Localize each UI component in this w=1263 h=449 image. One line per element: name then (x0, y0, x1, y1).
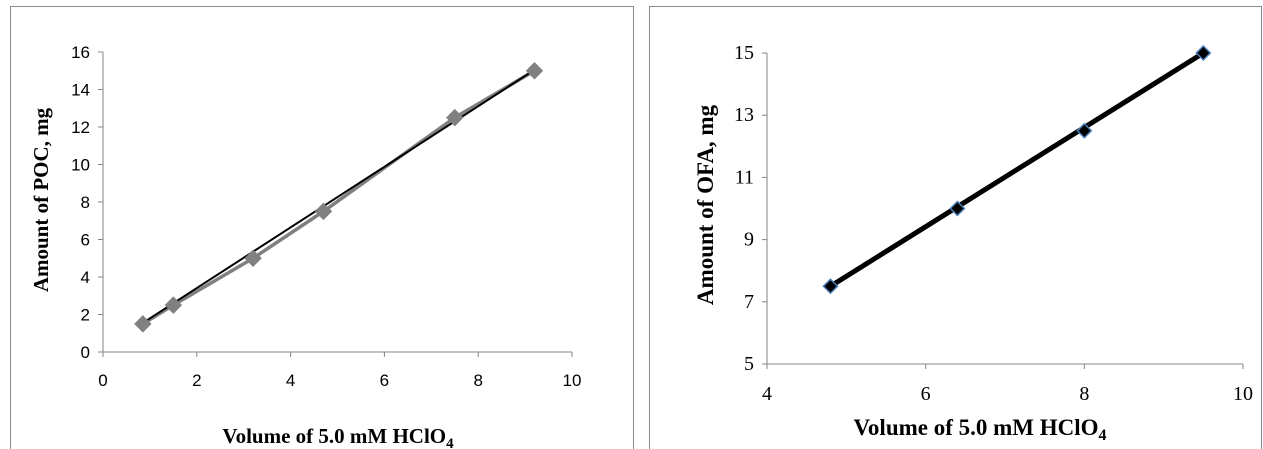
data-point-marker (244, 249, 262, 267)
x-tick-label: 4 (762, 383, 772, 405)
data-point-marker (314, 202, 333, 221)
y-tick-label: 11 (735, 166, 754, 188)
y-tick-label: 16 (71, 43, 90, 62)
data-point-marker (446, 108, 464, 127)
y-tick-label: 13 (734, 104, 754, 126)
x-tick-label: 10 (1233, 383, 1253, 405)
trendline (829, 50, 1205, 289)
y-tick-label: 2 (81, 306, 90, 325)
y-tick-label: 4 (81, 268, 90, 287)
data-point-marker (134, 315, 152, 333)
x-tick-label: 8 (1079, 383, 1089, 405)
y-tick-label: 0 (81, 343, 90, 362)
y-tick-label: 14 (71, 81, 90, 100)
y-tick-label: 12 (71, 118, 90, 137)
y-tick-label: 10 (71, 156, 90, 175)
data-point-marker (1195, 44, 1212, 62)
y-tick-label: 5 (744, 353, 754, 375)
y-tick-label: 9 (744, 229, 754, 251)
data-point-marker (1076, 122, 1093, 139)
trendline (142, 68, 536, 324)
x-tick-label: 8 (473, 371, 482, 390)
y-tick-label: 15 (734, 42, 754, 64)
data-point-marker (525, 62, 544, 80)
chart-ofa: Amount of OFA, mg Volume of 5.0 mM HClO4… (649, 6, 1262, 449)
chart-poc: Amount of POC, mg Volume of 5.0 mM HClO4… (10, 6, 634, 449)
chart-panel-ofa: Amount of OFA, mg Volume of 5.0 mM HClO4… (649, 0, 1263, 449)
y-axis-title: Amount of POC, mg (29, 107, 53, 292)
y-tick-label: 8 (81, 193, 90, 212)
x-tick-label: 0 (98, 371, 107, 390)
x-tick-label: 4 (286, 371, 295, 390)
data-point-marker (164, 296, 183, 314)
y-tick-label: 7 (744, 291, 754, 313)
data-point-marker (822, 278, 839, 295)
x-tick-label: 10 (563, 371, 582, 390)
chart-border (649, 6, 1262, 449)
x-tick-label: 6 (380, 371, 389, 390)
y-axis-title: Amount of OFA, mg (693, 104, 718, 305)
chart-border (10, 6, 634, 449)
x-axis-title: Volume of 5.0 mM HClO4 (853, 415, 1106, 444)
y-tick-label: 6 (81, 231, 90, 250)
x-axis-title: Volume of 5.0 mM HClO4 (222, 424, 454, 449)
x-tick-label: 6 (921, 383, 931, 405)
data-point-marker (949, 200, 966, 217)
chart-panel-poc: Amount of POC, mg Volume of 5.0 mM HClO4… (10, 6, 634, 449)
x-tick-label: 2 (192, 371, 201, 390)
